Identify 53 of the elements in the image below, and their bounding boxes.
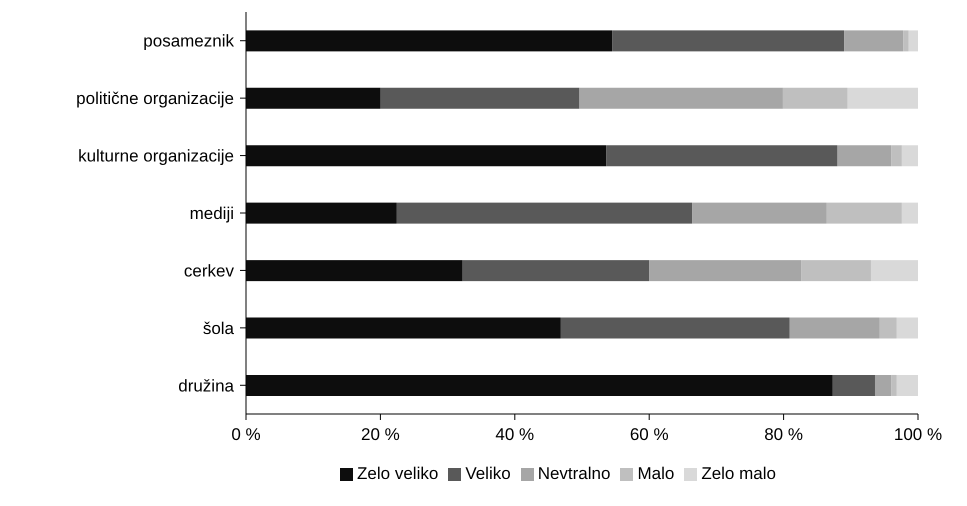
bar [612,30,844,52]
bar [560,318,790,339]
y-tick-label: kulturne organizacije [78,146,234,166]
bar [692,202,827,224]
y-tick-label: mediji [190,204,234,224]
bar [902,145,918,166]
legend-label: Veliko [465,464,511,483]
bar [891,145,902,166]
x-tick-label: 40 % [495,425,534,444]
y-tick-label: šola [202,318,235,338]
bar [246,145,606,166]
y-tick-label: cerkev [184,261,234,280]
bar [649,260,802,282]
x-tick-label: 100 % [894,425,942,444]
y-tick-label: družina [178,376,235,396]
bar [832,374,875,396]
bar [902,202,918,224]
bar [908,30,918,52]
bar [246,318,560,339]
bar [790,318,880,339]
bar [246,260,462,282]
bar [870,260,918,282]
bar [844,30,904,52]
bar [874,374,892,396]
x-tick-label: 20 % [361,425,400,444]
bar [579,88,783,109]
bar [903,30,909,52]
bar [246,202,397,224]
x-tick-label: 60 % [630,425,669,444]
y-tick-label: posameznik [143,32,234,51]
bar [606,145,838,166]
x-tick-label: 0 % [231,425,261,444]
legend-label: Zelo malo [701,464,776,483]
bar [837,145,892,166]
bar [896,374,918,396]
bar [847,88,918,109]
y-tick-label: politične organizacije [76,89,234,108]
bar [891,374,896,396]
bar [246,88,380,109]
bar [462,260,650,282]
legend-label: Nevtralno [538,464,610,483]
bar [801,260,871,282]
x-tick-label: 80 % [764,425,803,444]
bar [380,88,580,109]
bar [246,30,612,52]
bar [896,318,918,339]
bar [246,374,833,396]
legend-label: Malo [637,464,674,483]
legend-label: Zelo veliko [357,464,438,483]
bar [782,88,848,109]
bar [826,202,902,224]
bar [396,202,692,224]
bar [880,318,896,339]
